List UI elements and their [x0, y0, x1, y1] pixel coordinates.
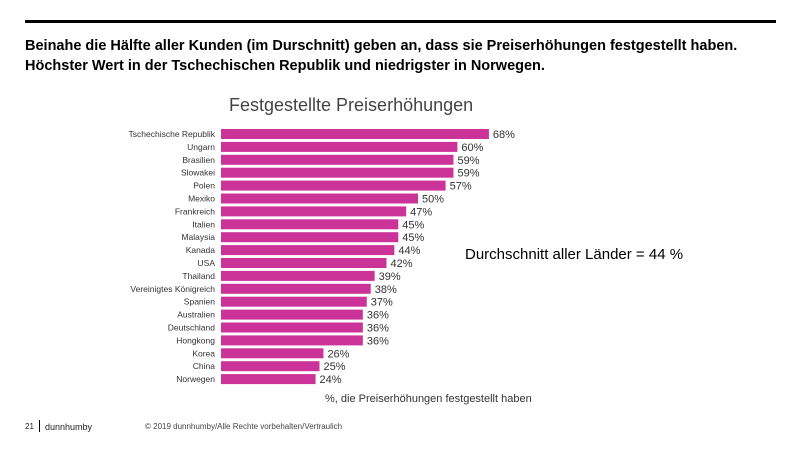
bar	[221, 335, 363, 346]
headline-line-2: Höchster Wert in der Tschechischen Repub…	[25, 58, 545, 74]
bar	[221, 219, 399, 230]
page-number: 21	[25, 422, 34, 431]
value-label: 45%	[402, 232, 424, 244]
category-label: Kanada	[186, 245, 216, 255]
value-label: 39%	[379, 271, 401, 283]
category-label: Thailand	[182, 271, 215, 281]
value-label: 36%	[367, 335, 389, 347]
category-label: USA	[198, 258, 216, 268]
bar	[221, 167, 454, 178]
value-label: 26%	[327, 348, 349, 360]
x-axis-caption: %, die Preiserhöhungen festgestellt habe…	[325, 393, 532, 405]
value-label: 36%	[367, 310, 389, 322]
category-label: China	[193, 361, 215, 371]
bar	[221, 348, 324, 359]
category-label: Australien	[177, 310, 215, 320]
bar	[221, 322, 363, 333]
value-label: 42%	[390, 258, 412, 270]
bar	[221, 374, 316, 385]
bar	[221, 361, 320, 372]
category-label: Brasilien	[182, 155, 215, 165]
category-label: Deutschland	[168, 323, 216, 333]
bar	[221, 180, 446, 191]
bar	[221, 258, 387, 268]
chart-title: Festgestellte Preiserhöhungen	[229, 95, 474, 115]
category-label: Korea	[192, 348, 215, 358]
value-label: 68%	[493, 129, 515, 141]
category-label: Hongkong	[176, 335, 215, 345]
headline-line-1: Beinahe die Hälfte aller Kunden (im Durs…	[25, 38, 738, 54]
category-label: Ungarn	[187, 142, 215, 152]
bar	[221, 154, 454, 165]
value-label: 59%	[457, 155, 479, 167]
value-label: 47%	[410, 206, 432, 218]
bar	[221, 141, 458, 152]
value-label: 24%	[320, 374, 342, 386]
bar	[221, 206, 407, 217]
category-label: Norwegen	[176, 374, 215, 384]
bar	[221, 129, 489, 139]
bar	[221, 270, 375, 281]
category-label: Tschechische Republik	[129, 129, 216, 139]
category-label: Italien	[192, 219, 215, 229]
value-label: 25%	[324, 361, 346, 373]
category-label: Mexiko	[188, 194, 215, 204]
category-label: Slowakei	[181, 168, 215, 178]
bar	[221, 296, 367, 307]
value-label: 38%	[375, 284, 397, 296]
category-label: Vereinigtes Königreich	[130, 284, 215, 294]
value-label: 59%	[457, 168, 479, 180]
value-label: 45%	[402, 219, 424, 231]
value-label: 57%	[450, 181, 472, 193]
category-label: Polen	[193, 181, 215, 191]
bar	[221, 309, 363, 320]
footer-separator	[39, 420, 40, 432]
brand-logo: dunnhumby	[45, 422, 93, 432]
copyright: © 2019 dunnhumby/Alle Rechte vorbehalten…	[145, 422, 343, 431]
value-label: 37%	[371, 297, 393, 309]
average-note: Durchschnitt aller Länder = 44 %	[465, 246, 684, 263]
value-label: 36%	[367, 323, 389, 335]
headline: Beinahe die Hälfte aller Kunden (im Durs…	[25, 36, 785, 76]
bar	[221, 245, 395, 256]
value-label: 50%	[422, 194, 444, 206]
category-label: Frankreich	[175, 206, 215, 216]
category-label: Malaysia	[181, 232, 215, 242]
value-label: 44%	[398, 245, 420, 257]
bar	[221, 283, 371, 294]
bar	[221, 232, 399, 243]
value-label: 60%	[461, 142, 483, 154]
bar	[221, 193, 418, 204]
category-label: Spanien	[184, 297, 215, 307]
top-rule	[25, 20, 776, 23]
